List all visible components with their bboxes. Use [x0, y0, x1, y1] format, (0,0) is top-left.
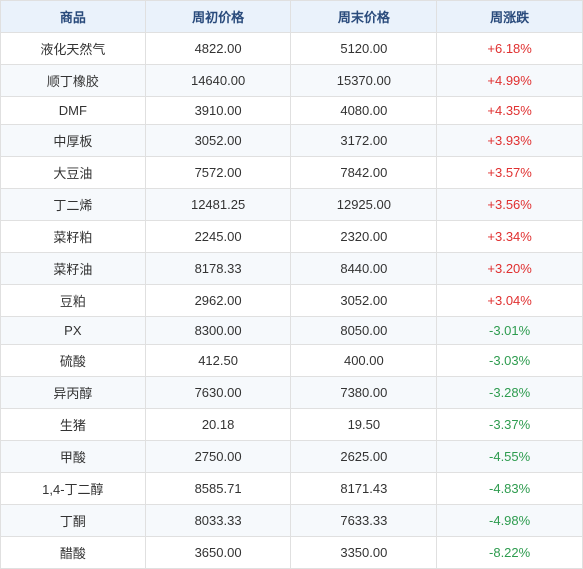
cell-change: +4.99% — [437, 65, 583, 97]
cell-end: 3172.00 — [291, 125, 437, 157]
table-row: 中厚板3052.003172.00+3.93% — [1, 125, 583, 157]
price-table: 商品周初价格周末价格周涨跌 液化天然气4822.005120.00+6.18%顺… — [0, 0, 583, 569]
cell-change: +3.04% — [437, 285, 583, 317]
cell-start: 3650.00 — [145, 537, 291, 569]
cell-end: 8440.00 — [291, 253, 437, 285]
cell-start: 20.18 — [145, 409, 291, 441]
cell-start: 8033.33 — [145, 505, 291, 537]
cell-change: -4.55% — [437, 441, 583, 473]
cell-change: -8.22% — [437, 537, 583, 569]
cell-start: 412.50 — [145, 345, 291, 377]
cell-end: 5120.00 — [291, 33, 437, 65]
cell-end: 7842.00 — [291, 157, 437, 189]
cell-start: 3910.00 — [145, 97, 291, 125]
cell-name: 菜籽油 — [1, 253, 146, 285]
table-row: 菜籽油8178.338440.00+3.20% — [1, 253, 583, 285]
cell-end: 3350.00 — [291, 537, 437, 569]
cell-name: 异丙醇 — [1, 377, 146, 409]
cell-change: +3.93% — [437, 125, 583, 157]
cell-start: 8178.33 — [145, 253, 291, 285]
cell-start: 2962.00 — [145, 285, 291, 317]
cell-end: 2320.00 — [291, 221, 437, 253]
table-row: 异丙醇7630.007380.00-3.28% — [1, 377, 583, 409]
cell-name: 生猪 — [1, 409, 146, 441]
cell-start: 7572.00 — [145, 157, 291, 189]
cell-name: 丁二烯 — [1, 189, 146, 221]
cell-start: 8585.71 — [145, 473, 291, 505]
cell-change: -3.28% — [437, 377, 583, 409]
table-row: 生猪20.1819.50-3.37% — [1, 409, 583, 441]
cell-change: +6.18% — [437, 33, 583, 65]
col-header-0: 商品 — [1, 1, 146, 33]
cell-name: 硫酸 — [1, 345, 146, 377]
cell-name: 液化天然气 — [1, 33, 146, 65]
table-row: 甲酸2750.002625.00-4.55% — [1, 441, 583, 473]
table-row: 大豆油7572.007842.00+3.57% — [1, 157, 583, 189]
cell-end: 2625.00 — [291, 441, 437, 473]
col-header-2: 周末价格 — [291, 1, 437, 33]
cell-change: -3.37% — [437, 409, 583, 441]
cell-name: 醋酸 — [1, 537, 146, 569]
cell-change: +3.57% — [437, 157, 583, 189]
cell-name: 甲酸 — [1, 441, 146, 473]
cell-start: 14640.00 — [145, 65, 291, 97]
cell-name: 1,4-丁二醇 — [1, 473, 146, 505]
table-row: 菜籽粕2245.002320.00+3.34% — [1, 221, 583, 253]
header-row: 商品周初价格周末价格周涨跌 — [1, 1, 583, 33]
cell-change: -3.03% — [437, 345, 583, 377]
cell-change: -3.01% — [437, 317, 583, 345]
cell-start: 7630.00 — [145, 377, 291, 409]
cell-end: 8171.43 — [291, 473, 437, 505]
cell-name: 菜籽粕 — [1, 221, 146, 253]
cell-end: 8050.00 — [291, 317, 437, 345]
table-row: 醋酸3650.003350.00-8.22% — [1, 537, 583, 569]
cell-end: 15370.00 — [291, 65, 437, 97]
cell-change: +3.34% — [437, 221, 583, 253]
table-row: DMF3910.004080.00+4.35% — [1, 97, 583, 125]
table-body: 液化天然气4822.005120.00+6.18%顺丁橡胶14640.00153… — [1, 33, 583, 569]
cell-name: DMF — [1, 97, 146, 125]
cell-name: PX — [1, 317, 146, 345]
cell-start: 2750.00 — [145, 441, 291, 473]
cell-change: +3.20% — [437, 253, 583, 285]
cell-name: 丁酮 — [1, 505, 146, 537]
cell-start: 4822.00 — [145, 33, 291, 65]
cell-start: 8300.00 — [145, 317, 291, 345]
table-row: 1,4-丁二醇8585.718171.43-4.83% — [1, 473, 583, 505]
cell-name: 豆粕 — [1, 285, 146, 317]
cell-start: 12481.25 — [145, 189, 291, 221]
cell-end: 3052.00 — [291, 285, 437, 317]
table-row: 液化天然气4822.005120.00+6.18% — [1, 33, 583, 65]
cell-end: 7380.00 — [291, 377, 437, 409]
cell-end: 19.50 — [291, 409, 437, 441]
cell-name: 大豆油 — [1, 157, 146, 189]
col-header-3: 周涨跌 — [437, 1, 583, 33]
cell-change: +4.35% — [437, 97, 583, 125]
cell-start: 3052.00 — [145, 125, 291, 157]
cell-end: 400.00 — [291, 345, 437, 377]
cell-change: -4.98% — [437, 505, 583, 537]
cell-end: 12925.00 — [291, 189, 437, 221]
cell-name: 中厚板 — [1, 125, 146, 157]
table-row: 顺丁橡胶14640.0015370.00+4.99% — [1, 65, 583, 97]
cell-name: 顺丁橡胶 — [1, 65, 146, 97]
cell-start: 2245.00 — [145, 221, 291, 253]
table-row: 丁二烯12481.2512925.00+3.56% — [1, 189, 583, 221]
table-row: 硫酸412.50400.00-3.03% — [1, 345, 583, 377]
col-header-1: 周初价格 — [145, 1, 291, 33]
cell-change: -4.83% — [437, 473, 583, 505]
cell-end: 4080.00 — [291, 97, 437, 125]
table-row: 丁酮8033.337633.33-4.98% — [1, 505, 583, 537]
table-row: PX8300.008050.00-3.01% — [1, 317, 583, 345]
cell-end: 7633.33 — [291, 505, 437, 537]
cell-change: +3.56% — [437, 189, 583, 221]
table-row: 豆粕2962.003052.00+3.04% — [1, 285, 583, 317]
